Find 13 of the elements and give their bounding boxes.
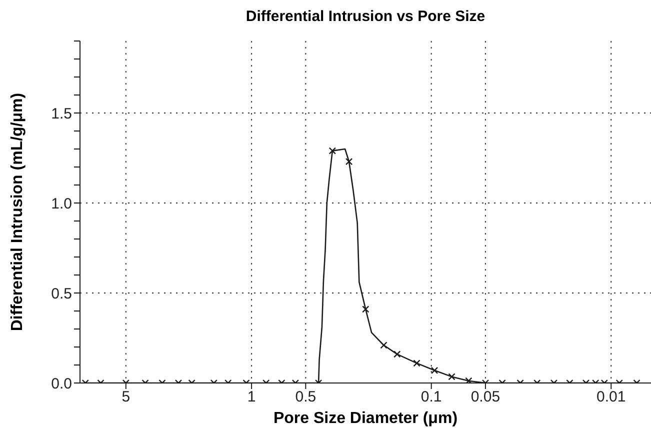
y-tick-label: 0.0 — [51, 375, 72, 392]
x-tick-label: 0.5 — [295, 388, 316, 406]
y-axis-title: Differential Intrusion (mL/g/μm) — [9, 92, 27, 332]
x-tick-label: 0.1 — [420, 388, 442, 406]
x-tick-label: 1 — [247, 388, 256, 406]
x-tick-label: 0.05 — [470, 388, 500, 406]
y-tick-label: 0.5 — [51, 285, 72, 302]
x-tick-label: 5 — [122, 388, 130, 406]
chart-title: Differential Intrusion vs Pore Size — [244, 8, 486, 25]
y-tick-label: 1.0 — [51, 195, 72, 212]
y-tick-label: 1.5 — [51, 105, 72, 122]
x-axis-title: Pore Size Diameter (μm) — [272, 410, 459, 428]
x-tick-label: 0.01 — [596, 388, 626, 406]
